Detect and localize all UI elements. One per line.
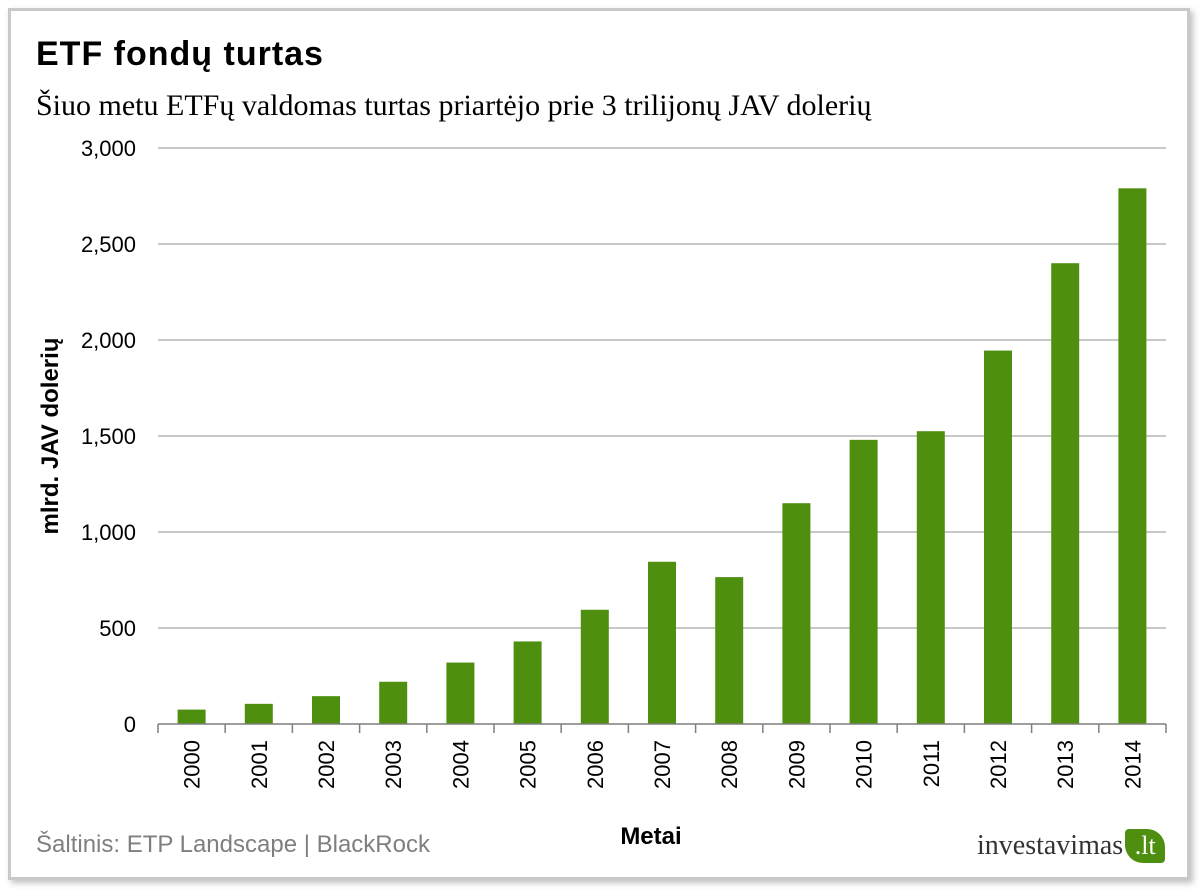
x-tick-label: 2000 [180,740,205,789]
y-tick-label: 2,000 [81,328,136,353]
bars [177,188,1147,724]
x-tick-label: 2003 [381,740,406,789]
bar-2006 [580,609,609,724]
chart-title: ETF fondų turtas [36,35,324,73]
axes: 0 500 1,000 1,500 2,000 2,500 3,000 2000 2001 200… [81,136,1167,789]
bar-2009 [782,503,811,724]
x-tick-label: 2008 [717,740,742,789]
y-tick-label: 1,500 [81,424,136,449]
y-tick-label: 3,000 [81,136,136,161]
x-tick-label: 2013 [1053,740,1078,789]
bar-chart: 0 500 1,000 1,500 2,000 2,500 3,000 2000 2001 200… [37,136,1167,850]
y-tick-label: 0 [124,712,136,737]
bar-2005 [513,641,542,724]
bar-2010 [849,439,878,724]
site-logo: investavimas .lt [977,829,1166,863]
bar-2001 [244,703,273,724]
x-tick-label: 2011 [919,740,944,787]
chart-subtitle: Šiuo metu ETFų valdomas turtas priartėjo… [36,89,872,122]
x-tick-label: 2001 [247,740,272,789]
x-tick-label: 2007 [650,740,675,789]
gridlines [158,147,1166,629]
chart-frame: ETF fondų turtas Šiuo metu ETFų valdomas… [8,8,1190,880]
x-tick-label: 2012 [986,740,1011,789]
y-axis-label: mlrd. JAV dolerių [37,338,64,535]
x-tick-label: 2009 [784,740,809,789]
x-tick-label: 2010 [852,740,877,789]
bar-2014 [1118,188,1147,724]
bar-2013 [1051,263,1080,724]
bar-2011 [916,431,945,724]
bar-2008 [715,577,744,724]
bar-2007 [648,561,676,724]
logo-word: investavimas [977,830,1124,861]
x-axis-label: Metai [620,823,681,850]
bar-2012 [984,350,1012,724]
y-tick-label: 1,000 [81,520,136,545]
x-tick-label: 2005 [516,740,541,789]
x-tick-label: 2004 [448,740,473,789]
bar-2004 [446,662,475,724]
x-tick-label: 2006 [583,740,608,789]
bar-2003 [379,681,408,724]
bar-2002 [312,696,340,724]
x-tick-label: 2014 [1120,740,1145,789]
bar-2000 [177,709,206,724]
y-tick-label: 500 [99,616,136,641]
leaf-icon: .lt [1125,829,1166,863]
x-tick-label: 2002 [314,740,339,789]
source-note: Šaltinis: ETP Landscape | BlackRock [36,831,430,858]
y-tick-label: 2,500 [81,232,136,257]
